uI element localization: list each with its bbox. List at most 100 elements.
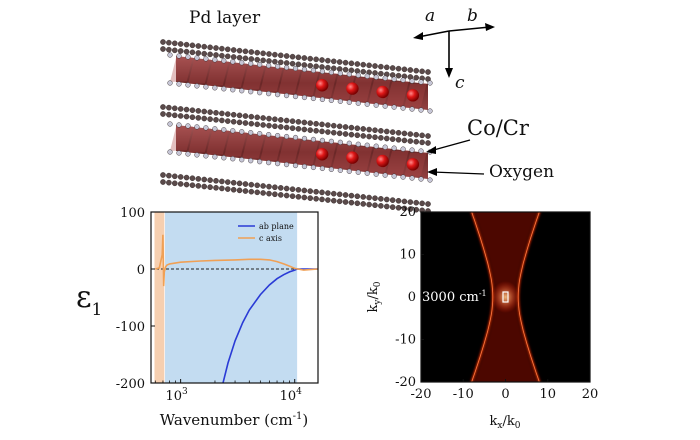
- pd-atom: [419, 68, 425, 75]
- oxygen-atom: [391, 76, 397, 82]
- x-tick-label: 103: [165, 387, 188, 404]
- pd-atom: [372, 63, 378, 69]
- pd-atom: [313, 63, 319, 70]
- pd-atom: [183, 48, 190, 55]
- oxygen-atom: [292, 93, 299, 100]
- oxygen-atom: [400, 77, 406, 83]
- oxygen-atom: [274, 63, 281, 70]
- pd-atom: [201, 183, 208, 190]
- oxygen-atom: [221, 86, 227, 92]
- pd-atom: [166, 172, 172, 179]
- octahedron-facet: [170, 126, 193, 151]
- pd-atom: [319, 121, 325, 128]
- oxygen-atom: [274, 160, 281, 167]
- oxygen-atom: [176, 122, 182, 128]
- pd-atom: [260, 190, 266, 196]
- pd-atom: [171, 105, 178, 112]
- octahedral-layer: [176, 56, 428, 110]
- pd-atom: [289, 60, 296, 67]
- pd-atom: [366, 126, 372, 133]
- pd-atom: [213, 177, 219, 184]
- pd-atom: [295, 61, 302, 68]
- pd-atom: [195, 50, 202, 56]
- pd-atom: [348, 131, 355, 138]
- pd-atom: [366, 201, 372, 208]
- pd-atom: [283, 124, 290, 131]
- oxygen-atom: [418, 79, 424, 85]
- pd-atom: [366, 62, 372, 69]
- pd-atom: [407, 206, 414, 212]
- oxygen-atom: [194, 152, 200, 158]
- pd-atom: [254, 121, 261, 128]
- pd-atom: [219, 117, 225, 124]
- cocr-label: Co/Cr: [467, 116, 530, 140]
- pd-atom: [201, 115, 208, 122]
- pd-atom: [319, 64, 325, 70]
- pd-atom: [277, 185, 284, 191]
- oxygen-atom: [167, 52, 173, 58]
- oxygen-atom: [239, 157, 245, 163]
- pd-atom: [201, 176, 208, 183]
- pd-atom: [219, 185, 225, 192]
- oxygen-atom: [373, 102, 379, 108]
- pd-atom: [289, 193, 296, 199]
- octahedron-facet: [206, 61, 229, 86]
- oxygen-atom: [239, 88, 245, 94]
- pd-atom: [325, 64, 331, 71]
- y-tick-label: 0: [137, 263, 145, 278]
- oxygen-atom: [319, 68, 326, 75]
- pd-atom: [348, 192, 355, 199]
- pd-atom: [166, 46, 172, 53]
- pd-atom: [336, 59, 343, 65]
- oxygen-atom: [257, 159, 263, 165]
- pd-atom: [248, 113, 255, 120]
- oxygen-atom: [301, 66, 308, 73]
- pd-atom: [360, 201, 367, 207]
- pd-atom: [330, 58, 337, 65]
- oxygen-atom: [382, 103, 388, 109]
- axis-b-label: b: [467, 6, 478, 26]
- pd-atom: [230, 118, 237, 125]
- pd-atom: [336, 123, 343, 130]
- pd-atom: [313, 195, 319, 202]
- pd-atom: [383, 128, 390, 135]
- pd-atom: [289, 53, 296, 60]
- pd-atom: [242, 48, 249, 55]
- pd-atom: [383, 64, 390, 71]
- pd-atom: [330, 122, 337, 129]
- oxygen-atom: [274, 132, 281, 139]
- pd-atom: [254, 49, 261, 56]
- pd-atom: [383, 203, 390, 210]
- pd-atom: [354, 200, 361, 207]
- oxygen-atom: [212, 85, 218, 91]
- pd-atom: [395, 204, 402, 211]
- pd-atom: [166, 179, 172, 186]
- pd-atom: [407, 131, 414, 137]
- oxygen-atom: [337, 167, 343, 173]
- pd-atom: [413, 199, 420, 206]
- pd-atom: [389, 129, 396, 135]
- pd-atom: [289, 125, 296, 131]
- heatmap-x-tick-label: 20: [582, 387, 599, 402]
- oxygen-atom: [391, 145, 397, 151]
- oxygen-atom: [257, 131, 263, 137]
- pd-atom: [413, 67, 420, 74]
- series-c-axis-line: [155, 234, 318, 287]
- pd-atom: [389, 204, 396, 210]
- pd-atom: [230, 186, 237, 193]
- oxygen-atom: [301, 94, 308, 101]
- pd-atom: [183, 113, 190, 120]
- pd-atom: [207, 51, 213, 58]
- oxygen-atom: [427, 108, 433, 114]
- pd-atom: [283, 185, 290, 192]
- pd-atom: [354, 61, 361, 67]
- octahedral-layer: [176, 125, 428, 179]
- axis-a-label: a: [425, 6, 435, 26]
- pd-atom: [213, 52, 219, 58]
- axes-indicator: [413, 23, 495, 78]
- oxygen-atom: [391, 104, 397, 110]
- pd-atom: [160, 172, 166, 178]
- pd-atom: [301, 126, 308, 133]
- pd-atom: [177, 113, 184, 119]
